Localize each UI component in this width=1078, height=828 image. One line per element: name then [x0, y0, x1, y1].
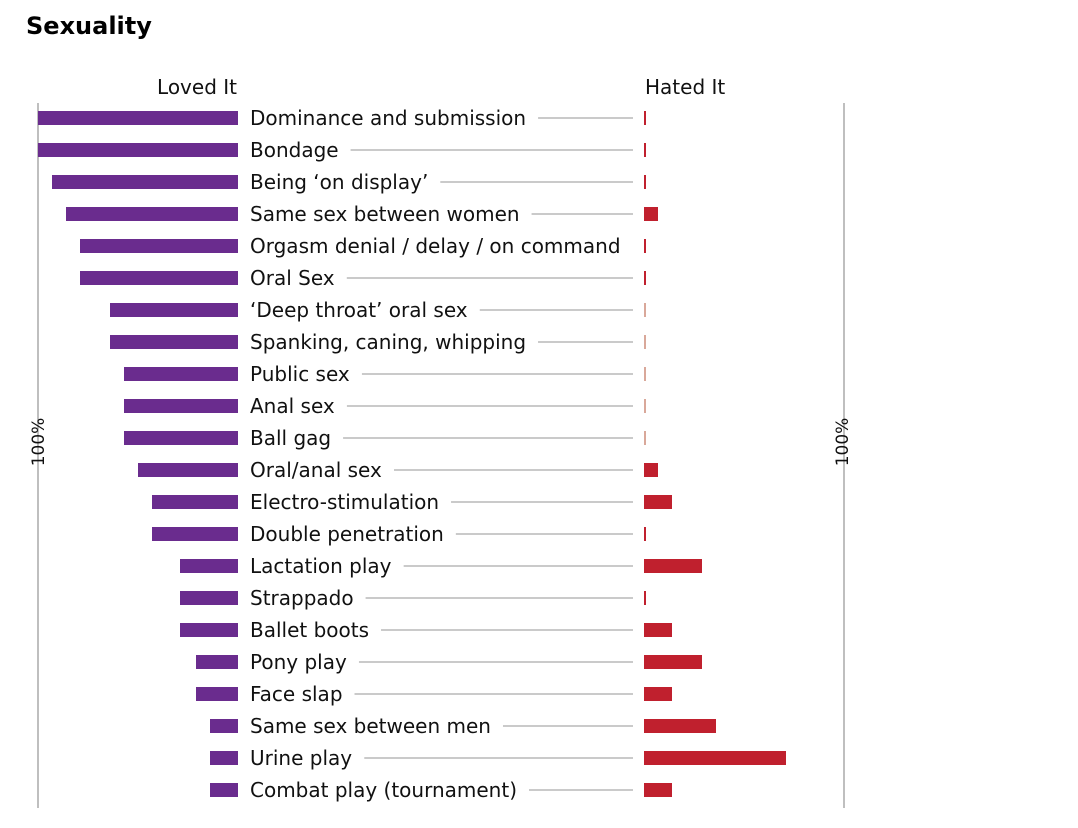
hated-bar — [644, 303, 646, 317]
loved-bar — [210, 751, 238, 765]
hated-bar — [644, 655, 702, 669]
loved-bar — [80, 239, 238, 253]
chart-row: Public sex — [124, 362, 646, 386]
category-label: Dominance and submission — [250, 106, 526, 130]
category-label: Double penetration — [250, 522, 444, 546]
loved-bar — [210, 783, 238, 797]
loved-bar — [110, 335, 238, 349]
hated-bar — [644, 495, 672, 509]
category-label: Urine play — [250, 746, 352, 770]
loved-bar — [180, 559, 238, 573]
hated-bar — [644, 143, 646, 157]
loved-bar — [124, 431, 238, 445]
hated-bar — [644, 431, 646, 445]
hated-bar — [644, 175, 646, 189]
category-label: Pony play — [250, 650, 347, 674]
category-label: Bondage — [250, 138, 339, 162]
chart-row: Double penetration — [152, 522, 646, 546]
chart-row: Face slap — [196, 682, 672, 706]
hated-bar — [644, 399, 646, 413]
hated-bar — [644, 335, 646, 349]
hated-bar — [644, 751, 786, 765]
category-label: Ballet boots — [250, 618, 369, 642]
loved-bar — [38, 143, 238, 157]
hated-bar — [644, 591, 646, 605]
category-label: Face slap — [250, 682, 343, 706]
chart-row: Same sex between men — [210, 714, 716, 738]
rows-group: Dominance and submission Bondage Being ‘on… — [38, 106, 786, 802]
chart-row: Electro-stimulation — [152, 490, 672, 514]
loved-bar — [152, 495, 238, 509]
chart-title: Sexuality — [26, 12, 152, 40]
hated-bar — [644, 719, 716, 733]
category-label: Oral Sex — [250, 266, 335, 290]
loved-bar — [66, 207, 238, 221]
hated-bar — [644, 207, 658, 221]
hated-bar — [644, 111, 646, 125]
chart-row: Pony play — [196, 650, 702, 674]
hated-bar — [644, 783, 672, 797]
hated-axis-label: 100% — [833, 418, 853, 467]
category-label: Combat play (tournament) — [250, 778, 517, 802]
category-label: Ball gag — [250, 426, 331, 450]
hated-bar — [644, 239, 646, 253]
chart-row: Combat play (tournament) — [210, 778, 672, 802]
category-label: ‘Deep throat’ oral sex — [250, 298, 468, 322]
loved-bar — [124, 399, 238, 413]
loved-bar — [196, 655, 238, 669]
loved-bar — [124, 367, 238, 381]
chart-row: Ballet boots — [180, 618, 672, 642]
chart-row: Being ‘on display’ — [52, 170, 646, 194]
chart-row: Strappado — [180, 586, 646, 610]
chart-row: Spanking, caning, whipping — [110, 330, 646, 354]
chart-row: Ball gag — [124, 426, 646, 450]
category-label: Lactation play — [250, 554, 392, 578]
category-label: Same sex between men — [250, 714, 491, 738]
hated-bar — [644, 623, 672, 637]
hated-it-header: Hated It — [645, 75, 725, 99]
loved-bar — [110, 303, 238, 317]
hated-bar — [644, 687, 672, 701]
hated-bar — [644, 527, 646, 541]
hated-bar — [644, 271, 646, 285]
loved-it-header: Loved It — [157, 75, 237, 99]
category-label: Orgasm denial / delay / on command — [250, 234, 621, 258]
category-label: Spanking, caning, whipping — [250, 330, 526, 354]
category-label: Strappado — [250, 586, 354, 610]
category-label: Same sex between women — [250, 202, 520, 226]
chart-row: Anal sex — [124, 394, 646, 418]
loved-bar — [210, 719, 238, 733]
category-label: Anal sex — [250, 394, 335, 418]
chart-row: ‘Deep throat’ oral sex — [110, 298, 646, 322]
category-label: Oral/anal sex — [250, 458, 382, 482]
loved-bar — [80, 271, 238, 285]
hated-bar — [644, 559, 702, 573]
category-label: Electro-stimulation — [250, 490, 439, 514]
hated-bar — [644, 367, 646, 381]
chart-row: Oral Sex — [80, 266, 646, 290]
loved-bar — [180, 623, 238, 637]
loved-bar — [180, 591, 238, 605]
loved-axis-label: 100% — [29, 418, 49, 467]
chart-row: Same sex between women — [66, 202, 658, 226]
chart-row: Dominance and submission — [38, 106, 646, 130]
chart-row: Oral/anal sex — [138, 458, 658, 482]
chart-row: Lactation play — [180, 554, 702, 578]
loved-bar — [152, 527, 238, 541]
category-label: Public sex — [250, 362, 350, 386]
loved-bar — [196, 687, 238, 701]
chart-row: Bondage — [38, 138, 646, 162]
loved-bar — [52, 175, 238, 189]
chart-row: Orgasm denial / delay / on command — [80, 234, 646, 258]
loved-bar — [138, 463, 238, 477]
category-label: Being ‘on display’ — [250, 170, 428, 194]
chart-row: Urine play — [210, 746, 786, 770]
loved-bar — [38, 111, 238, 125]
hated-bar — [644, 463, 658, 477]
